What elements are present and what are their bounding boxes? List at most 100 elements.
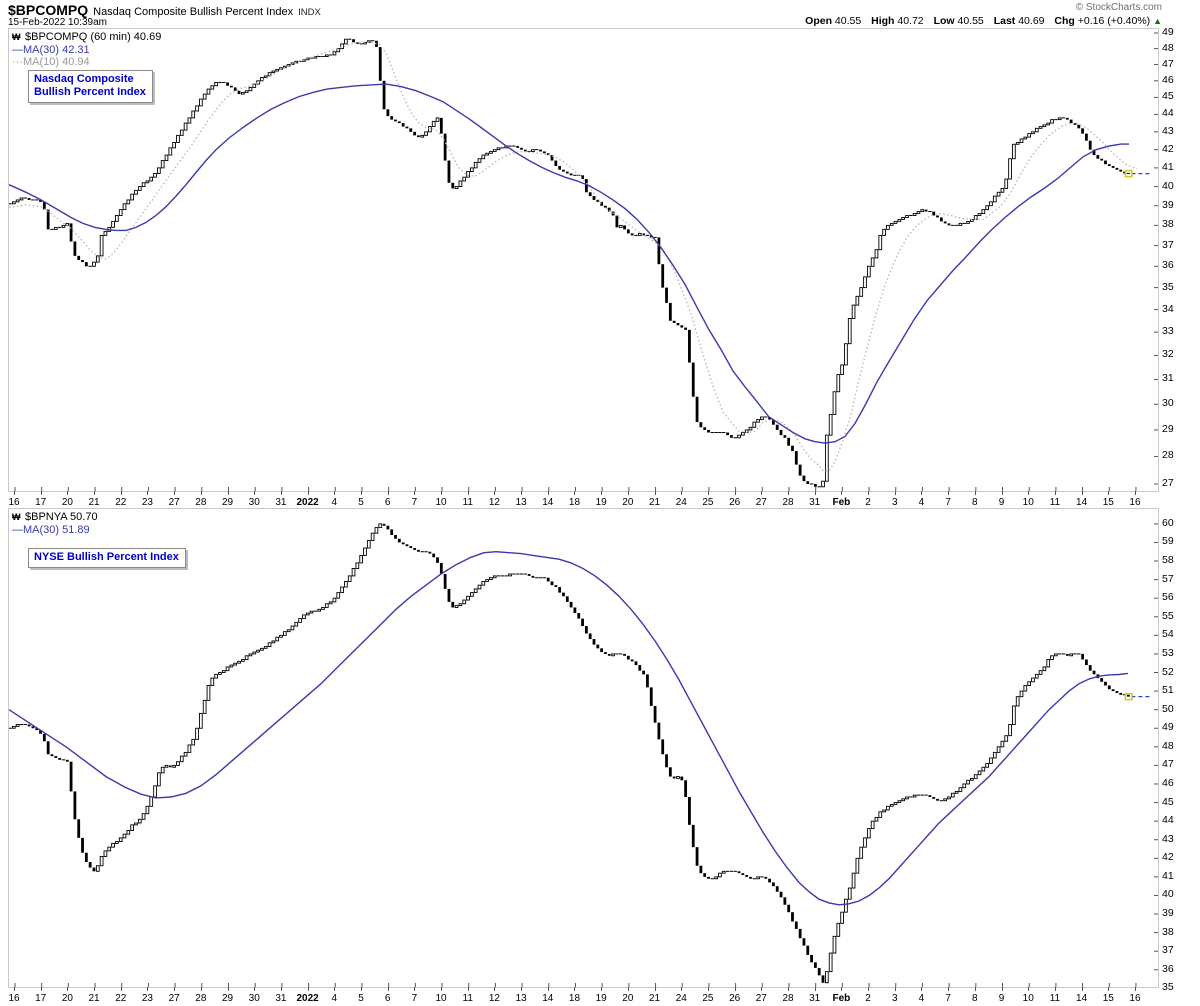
series-type-icon: ₩ (12, 512, 23, 522)
x-axis-date-label: 11 (462, 497, 473, 508)
y-axis-tick-label: 58 (1162, 554, 1174, 567)
x-axis-date-label: 11 (462, 993, 473, 1004)
legend-entry-ma10: ···MA(10) 40.94 (12, 56, 161, 69)
x-axis-date-label: 3 (891, 497, 898, 508)
x-axis-date-label: 6 (384, 497, 391, 508)
x-axis-date-label: 18 (568, 993, 581, 1004)
bpnya-x-axis: 16 17 20 21 22 23 27 28 29 30 31 2022 4 5 6 7 10 11 12 13 14… (8, 987, 1168, 1006)
y-axis-tick-label: 48 (1162, 739, 1174, 752)
bpnya-plot (8, 508, 1159, 988)
legend-text: $BPCOMPQ (60 min) 40.69 (25, 31, 162, 43)
x-axis-date-label: 7 (411, 497, 418, 508)
label-box-line: Bullish Percent Index (34, 86, 146, 98)
legend-text: $BPNYA 50.70 (25, 511, 98, 523)
x-axis-date-label: 26 (729, 497, 741, 508)
x-axis-date-label: 21 (648, 993, 661, 1004)
datetime-label: 15-Feb-2022 10:39am (8, 17, 107, 28)
x-axis-date-label: 4 (331, 993, 338, 1004)
x-axis-date-label: 15 (1102, 993, 1114, 1004)
y-axis-tick-label: 27 (1162, 476, 1174, 489)
x-axis-date-label: 10 (1022, 497, 1034, 508)
bpcompq-legend: ₩ $BPCOMPQ (60 min) 40.69 —MA(30) 42.31 ··… (12, 31, 161, 69)
bpcompq-x-axis: 16 17 20 21 22 23 27 28 29 30 31 2022 4 5 6 7 10 11 12 13 14… (8, 491, 1168, 510)
y-axis-tick-label: 39 (1162, 198, 1174, 211)
y-axis-tick-label: 44 (1162, 107, 1174, 120)
legend-text: MA(30) 42.31 (23, 43, 90, 56)
y-axis-tick-label: 50 (1162, 702, 1174, 715)
x-axis-date-label: 7 (411, 993, 418, 1004)
x-axis-date-label: 31 (275, 993, 287, 1004)
low-label: Low (933, 15, 955, 27)
y-axis-tick-label: 37 (1162, 944, 1174, 957)
x-axis-date-label: 22 (115, 497, 127, 508)
bpcompq-label-box: Nasdaq Composite Bullish Percent Index (28, 70, 153, 103)
y-axis-tick-label: 41 (1162, 869, 1174, 882)
ma30-line-swatch: — (12, 43, 23, 56)
chart-header: $BPCOMPQ Nasdaq Composite Bullish Percent… (8, 2, 321, 20)
x-axis-date-label: 12 (488, 993, 500, 1004)
bpcompq-y-axis: 49 48 47 46 45 44 43 42 41 40 39 38 37 36 35 34 33 32 31 30… (1158, 26, 1198, 490)
x-axis-date-label: 15 (1102, 497, 1114, 508)
x-axis-date-label: 4 (918, 497, 925, 508)
x-axis-date-label: 27 (755, 993, 767, 1004)
x-axis-date-label: 26 (729, 993, 741, 1004)
y-axis-tick-label: 51 (1162, 684, 1174, 697)
legend-text: MA(30) 51.89 (23, 523, 90, 536)
y-axis-tick-label: 44 (1162, 814, 1174, 827)
x-axis-date-label: 25 (702, 993, 714, 1004)
y-axis-tick-label: 29 (1162, 422, 1174, 435)
y-axis-tick-label: 38 (1162, 218, 1174, 231)
bpnya-legend: ₩ $BPNYA 50.70 —MA(30) 51.89 (12, 511, 98, 536)
series-type-icon: ₩ (12, 32, 23, 42)
x-axis-date-label: 25 (702, 497, 714, 508)
up-triangle-icon: ▲ (1153, 16, 1162, 26)
y-axis-tick-label: 46 (1162, 776, 1174, 789)
y-axis-tick-label: 34 (1162, 302, 1174, 315)
legend-entry-ma30: —MA(30) 42.31 (12, 44, 161, 57)
open-label: Open (805, 15, 832, 27)
y-axis-tick-label: 28 (1162, 449, 1174, 462)
x-axis-date-label: 16 (1129, 497, 1141, 508)
y-axis-tick-label: 55 (1162, 609, 1174, 622)
x-axis-date-label: 14 (542, 993, 554, 1004)
x-axis-date-label: 16 (1129, 993, 1141, 1004)
x-axis-date-label: 20 (61, 993, 73, 1004)
y-axis-tick-label: 49 (1162, 26, 1174, 39)
x-axis-date-label: 9 (998, 993, 1005, 1004)
x-axis-date-label: 28 (195, 993, 207, 1004)
x-axis-date-label: 17 (35, 497, 47, 508)
y-axis-tick-label: 52 (1162, 665, 1174, 678)
y-axis-tick-label: 43 (1162, 124, 1174, 137)
x-axis-date-label: 28 (782, 993, 794, 1004)
x-axis-date-label: 5 (358, 993, 364, 1004)
x-axis-date-label: 21 (648, 497, 661, 508)
y-axis-tick-label: 35 (1162, 280, 1174, 293)
low-value: 40.55 (957, 15, 984, 27)
x-axis-date-label: 2 (865, 497, 871, 508)
label-box-line: NYSE Bullish Percent Index (34, 551, 179, 563)
y-axis-tick-label: 46 (1162, 73, 1174, 86)
y-axis-tick-label: 33 (1162, 325, 1174, 338)
x-axis-date-label: 10 (435, 497, 447, 508)
x-axis-date-label: 31 (275, 497, 287, 508)
x-axis-date-label: 19 (595, 497, 607, 508)
y-axis-tick-label: 35 (1162, 981, 1174, 994)
x-axis-date-label: 10 (1022, 993, 1034, 1004)
x-axis-date-label: 31 (809, 497, 821, 508)
last-label: Last (993, 15, 1016, 27)
y-axis-tick-label: 48 (1162, 41, 1174, 54)
y-axis-tick-label: 36 (1162, 962, 1174, 975)
y-axis-tick-label: 42 (1162, 851, 1174, 864)
x-axis-date-label: 27 (755, 497, 767, 508)
high-value: 40.72 (897, 15, 924, 27)
y-axis-tick-label: 54 (1162, 628, 1174, 641)
y-axis-tick-label: 57 (1162, 572, 1174, 585)
ma10-line-swatch: ··· (12, 56, 23, 68)
y-axis-tick-label: 59 (1162, 535, 1174, 548)
x-axis-date-label: Feb (832, 993, 851, 1004)
x-axis-date-label: 18 (568, 497, 581, 508)
x-axis-date-label: 7 (945, 993, 951, 1004)
y-axis-tick-label: 37 (1162, 238, 1174, 251)
y-axis-tick-label: 40 (1162, 888, 1174, 901)
y-axis-tick-label: 38 (1162, 925, 1174, 938)
